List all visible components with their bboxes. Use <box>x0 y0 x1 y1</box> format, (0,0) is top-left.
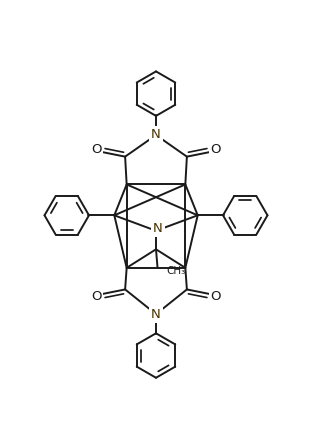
Text: O: O <box>91 290 102 303</box>
Text: O: O <box>210 290 221 303</box>
Text: O: O <box>210 143 221 156</box>
Text: O: O <box>91 143 102 156</box>
Text: N: N <box>151 128 161 141</box>
Text: N: N <box>151 308 161 321</box>
Text: CH₃: CH₃ <box>167 266 186 276</box>
Text: N: N <box>153 222 163 235</box>
